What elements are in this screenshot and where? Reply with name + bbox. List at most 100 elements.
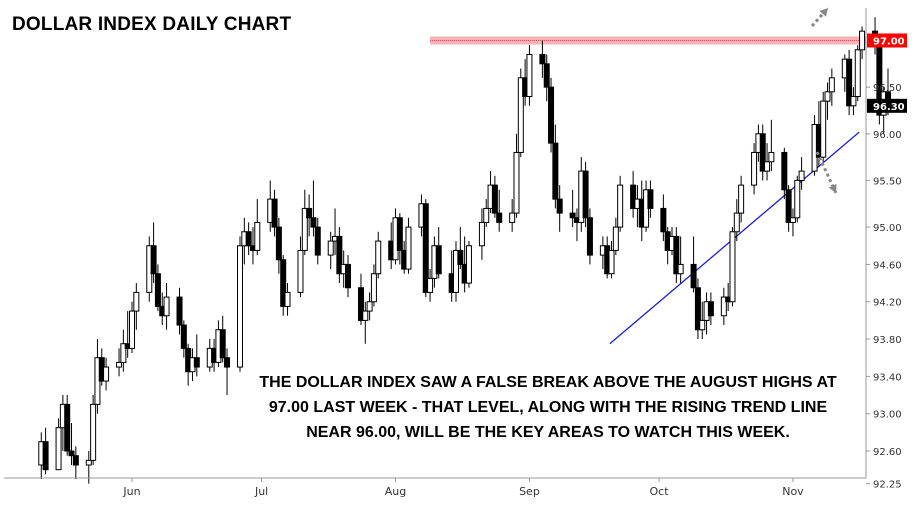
candle-body (673, 235, 680, 275)
candle-body (254, 221, 261, 251)
candle (180, 320, 187, 358)
candle (798, 157, 805, 190)
candle (539, 40, 546, 78)
candle (707, 292, 714, 326)
candle-body (733, 212, 740, 233)
candle (254, 199, 261, 256)
candle (72, 446, 79, 480)
chart-title: DOLLAR INDEX DAILY CHART (12, 14, 292, 35)
candle (660, 194, 667, 242)
candle-body (116, 361, 123, 368)
candle-body (699, 319, 706, 331)
x-tick-label: Jul (254, 485, 268, 498)
candle (465, 241, 472, 288)
y-tick-label: 95.00 (873, 223, 902, 234)
candle (677, 236, 684, 284)
candle (820, 91, 827, 162)
candle (396, 213, 403, 265)
candle-body (366, 301, 373, 312)
candle (357, 273, 364, 326)
candle (483, 199, 490, 228)
candle-body (465, 245, 472, 284)
candle-body (219, 329, 226, 359)
candle (733, 199, 740, 242)
candle-body (582, 170, 589, 219)
y-tick-label: 94.60 (873, 260, 902, 271)
candle (64, 395, 71, 456)
candle-body (517, 77, 524, 153)
candle-body (150, 245, 157, 275)
upward-arrow-icon (810, 7, 830, 27)
y-tick-label: 96.00 (873, 130, 902, 141)
candle-body (491, 184, 498, 214)
candle (42, 427, 49, 475)
candle (55, 418, 62, 471)
candle-body (453, 249, 459, 293)
candle-body (396, 217, 403, 251)
candle (163, 283, 170, 330)
candle-body (345, 263, 351, 289)
annotation-line-1: THE DOLLAR INDEX SAW A FALSE BREAK ABOVE… (259, 374, 837, 391)
candle-body (539, 53, 546, 65)
y-tick-label: 93.00 (873, 410, 902, 421)
candle (846, 49, 853, 116)
candle (435, 227, 442, 279)
candle (496, 189, 503, 232)
candle (345, 255, 351, 298)
candle-body (129, 310, 135, 349)
annotation-text: THE DOLLAR INDEX SAW A FALSE BREAK ABOVE… (238, 370, 858, 445)
candle (526, 45, 533, 106)
candle (154, 264, 161, 312)
candle (103, 357, 110, 391)
candle (513, 133, 520, 218)
candle-body (509, 212, 516, 223)
candle-body (245, 231, 252, 247)
x-tick-label: Aug (385, 485, 406, 498)
candle-body (859, 30, 866, 51)
candle (129, 301, 135, 354)
resistance-price-badge-label: 97.00 (873, 37, 905, 48)
candle (781, 147, 788, 200)
candle (478, 208, 485, 260)
candle-body (759, 133, 766, 172)
candle-body (552, 142, 559, 200)
candle (314, 217, 321, 265)
candle-body (193, 357, 200, 368)
candle (517, 68, 524, 158)
candle-body (154, 273, 161, 307)
candle-body (427, 277, 434, 293)
candle (427, 269, 434, 302)
candle-body (85, 459, 92, 466)
candle (310, 180, 317, 237)
candle-body (526, 53, 533, 97)
candle-body (133, 291, 140, 312)
candle-body (478, 221, 485, 247)
candle (759, 124, 766, 181)
downward-arrow-icon (815, 151, 838, 194)
candle (828, 68, 835, 106)
candle-body (690, 263, 697, 289)
candle-body (42, 441, 49, 471)
candle (673, 227, 680, 284)
candle (785, 185, 792, 232)
y-tick-label: 94.20 (873, 298, 902, 309)
candle-body (630, 184, 637, 209)
current-price-badge: 96.30 (867, 98, 907, 113)
candle-body (457, 249, 464, 265)
candle (193, 334, 200, 377)
y-tick-label: 93.40 (873, 372, 902, 383)
y-tick-label: 95.50 (873, 176, 902, 187)
candle (116, 348, 123, 377)
candle (694, 278, 701, 340)
candle (306, 194, 313, 237)
candle-body (301, 207, 308, 251)
candle (301, 189, 308, 256)
candle (150, 222, 157, 284)
candle (271, 189, 278, 237)
candle-body (720, 296, 727, 317)
candle-body (435, 245, 442, 275)
candle (362, 301, 369, 344)
y-tick-label: 96.50 (873, 83, 902, 94)
candle (509, 199, 516, 232)
